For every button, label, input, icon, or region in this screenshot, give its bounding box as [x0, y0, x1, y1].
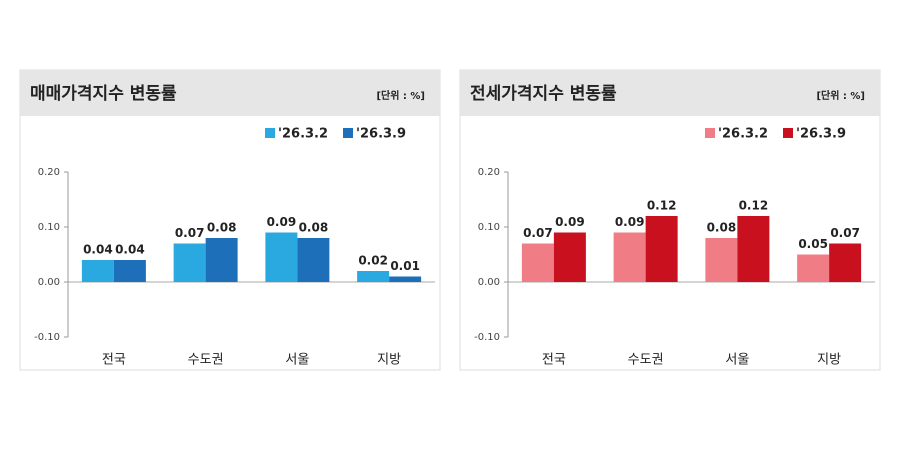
bar	[113, 260, 146, 282]
bar	[829, 243, 862, 282]
value-label: 0.08	[299, 221, 329, 235]
x-tick-label: 수도권	[628, 353, 664, 368]
title-bar	[460, 70, 880, 116]
unit-label: [단위 : %]	[816, 89, 865, 102]
legend-label: '26.3.9	[796, 127, 846, 142]
y-tick-label: 0.00	[478, 277, 500, 288]
y-tick-label: 0.20	[478, 167, 500, 178]
x-tick-label: 지방	[377, 353, 401, 368]
title-bar	[20, 70, 440, 116]
bar	[81, 260, 114, 282]
value-label: 0.02	[358, 254, 388, 268]
x-tick-label: 서울	[725, 353, 749, 368]
bar	[705, 238, 738, 282]
value-label: 0.07	[830, 226, 860, 240]
value-label: 0.08	[707, 221, 737, 235]
chart-title: 전세가격지수 변동률	[470, 84, 617, 104]
bar	[797, 254, 830, 282]
bar	[389, 276, 422, 282]
legend-label: '26.3.9	[356, 127, 406, 142]
bar	[613, 232, 646, 282]
value-label: 0.04	[83, 243, 113, 257]
bar	[205, 238, 238, 282]
x-tick-label: 서울	[285, 353, 309, 368]
legend-swatch	[783, 128, 793, 138]
value-label: 0.09	[615, 215, 645, 229]
x-tick-label: 지방	[817, 353, 841, 368]
value-label: 0.09	[555, 215, 585, 229]
chart-panel: 전세가격지수 변동률 [단위 : %] 0.20 0.10 0.00 -0.10 '26.3…	[459, 69, 881, 371]
legend-swatch	[265, 128, 275, 138]
bar	[521, 243, 554, 282]
y-tick-label: 0.00	[38, 277, 60, 288]
legend-swatch	[705, 128, 715, 138]
value-label: 0.01	[390, 259, 420, 273]
y-tick-label: -0.10	[474, 332, 500, 343]
y-tick-label: 0.20	[38, 167, 60, 178]
x-tick-label: 전국	[542, 353, 566, 368]
legend-label: '26.3.2	[718, 127, 768, 142]
legend-swatch	[343, 128, 353, 138]
bar	[357, 271, 390, 282]
bar	[645, 216, 678, 282]
value-label: 0.05	[798, 237, 828, 251]
value-label: 0.07	[175, 226, 205, 240]
y-tick-label: 0.10	[38, 222, 60, 233]
value-label: 0.08	[207, 221, 237, 235]
value-label: 0.12	[739, 199, 769, 213]
bar	[297, 238, 330, 282]
bar	[737, 216, 770, 282]
legend-label: '26.3.2	[278, 127, 328, 142]
bar	[553, 232, 586, 282]
chart-title: 매매가격지수 변동률	[30, 84, 177, 104]
chart-panel: 매매가격지수 변동률 [단위 : %] 0.20 0.10 0.00 -0.10 '26.3…	[19, 69, 441, 371]
panel-background	[19, 69, 441, 371]
x-tick-label: 수도권	[188, 353, 224, 368]
value-label: 0.04	[115, 243, 145, 257]
value-label: 0.12	[647, 199, 677, 213]
x-tick-label: 전국	[102, 353, 126, 368]
value-label: 0.07	[523, 226, 553, 240]
y-tick-label: 0.10	[478, 222, 500, 233]
y-tick-label: -0.10	[34, 332, 60, 343]
bar	[265, 232, 298, 282]
bar	[173, 243, 206, 282]
value-label: 0.09	[267, 215, 297, 229]
unit-label: [단위 : %]	[376, 89, 425, 102]
